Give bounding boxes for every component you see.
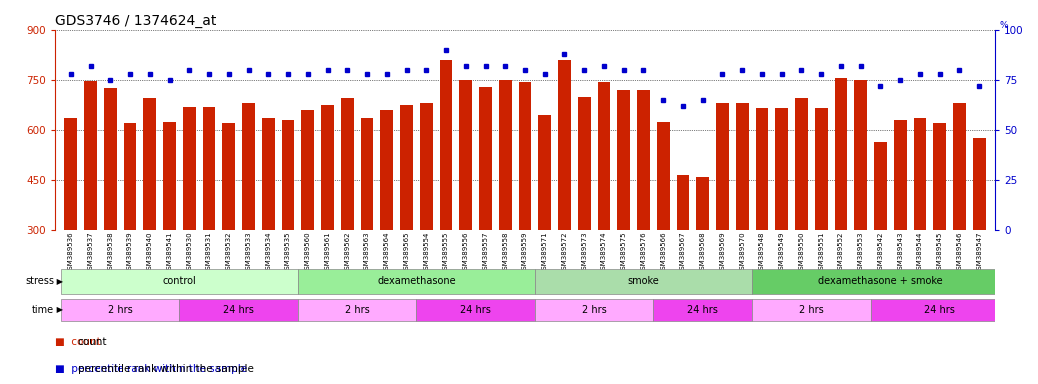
Bar: [775, 108, 788, 230]
Text: 24 hrs: 24 hrs: [223, 305, 254, 315]
FancyBboxPatch shape: [61, 299, 180, 321]
Bar: [360, 118, 374, 230]
Text: ▶: ▶: [54, 306, 63, 314]
FancyBboxPatch shape: [535, 269, 753, 294]
Bar: [519, 82, 531, 230]
FancyBboxPatch shape: [298, 269, 535, 294]
Bar: [696, 177, 709, 230]
Bar: [340, 98, 354, 230]
FancyBboxPatch shape: [753, 269, 1009, 294]
Bar: [64, 118, 77, 230]
Bar: [736, 103, 748, 230]
Text: ■  count: ■ count: [55, 338, 101, 348]
Text: percentile rank within the sample: percentile rank within the sample: [78, 364, 253, 374]
Bar: [222, 123, 236, 230]
Text: 24 hrs: 24 hrs: [460, 305, 491, 315]
FancyBboxPatch shape: [180, 299, 298, 321]
Bar: [262, 118, 275, 230]
Bar: [913, 118, 926, 230]
Bar: [933, 123, 946, 230]
Bar: [380, 110, 393, 230]
Text: control: control: [163, 276, 196, 286]
Text: count: count: [78, 338, 107, 348]
Bar: [637, 90, 650, 230]
Text: 2 hrs: 2 hrs: [345, 305, 370, 315]
Bar: [795, 98, 808, 230]
Text: %: %: [1000, 21, 1008, 30]
Text: 2 hrs: 2 hrs: [799, 305, 824, 315]
Bar: [419, 103, 433, 230]
Bar: [242, 103, 255, 230]
Bar: [618, 90, 630, 230]
Bar: [499, 80, 512, 230]
Bar: [835, 78, 847, 230]
FancyBboxPatch shape: [535, 299, 653, 321]
Bar: [973, 138, 986, 230]
Text: GDS3746 / 1374624_at: GDS3746 / 1374624_at: [55, 13, 216, 28]
Bar: [301, 110, 315, 230]
Bar: [104, 88, 116, 230]
Bar: [124, 123, 136, 230]
Bar: [558, 60, 571, 230]
Bar: [598, 82, 610, 230]
FancyBboxPatch shape: [871, 299, 1009, 321]
FancyBboxPatch shape: [61, 269, 298, 294]
Bar: [854, 80, 867, 230]
Bar: [460, 80, 472, 230]
Text: stress: stress: [25, 276, 54, 286]
Text: 2 hrs: 2 hrs: [108, 305, 133, 315]
Bar: [439, 60, 453, 230]
Bar: [281, 120, 295, 230]
Text: dexamethasone + smoke: dexamethasone + smoke: [818, 276, 943, 286]
Bar: [874, 142, 886, 230]
Text: 24 hrs: 24 hrs: [924, 305, 955, 315]
Bar: [143, 98, 156, 230]
Bar: [894, 120, 906, 230]
Bar: [539, 115, 551, 230]
Bar: [163, 122, 176, 230]
Text: smoke: smoke: [628, 276, 659, 286]
Text: ▶: ▶: [54, 277, 63, 286]
Text: time: time: [32, 305, 54, 315]
Bar: [183, 107, 196, 230]
Bar: [815, 108, 827, 230]
Bar: [578, 97, 591, 230]
FancyBboxPatch shape: [298, 299, 416, 321]
Bar: [677, 175, 689, 230]
Bar: [400, 105, 413, 230]
Text: ■  percentile rank within the sample: ■ percentile rank within the sample: [55, 364, 247, 374]
FancyBboxPatch shape: [653, 299, 753, 321]
Bar: [657, 122, 670, 230]
Bar: [716, 103, 729, 230]
Bar: [480, 87, 492, 230]
Bar: [321, 105, 334, 230]
FancyBboxPatch shape: [416, 299, 535, 321]
Text: 24 hrs: 24 hrs: [687, 305, 718, 315]
FancyBboxPatch shape: [753, 299, 871, 321]
Bar: [84, 81, 97, 230]
Text: 2 hrs: 2 hrs: [581, 305, 606, 315]
Bar: [953, 103, 966, 230]
Bar: [202, 107, 216, 230]
Text: dexamethasone: dexamethasone: [377, 276, 456, 286]
Bar: [756, 108, 768, 230]
